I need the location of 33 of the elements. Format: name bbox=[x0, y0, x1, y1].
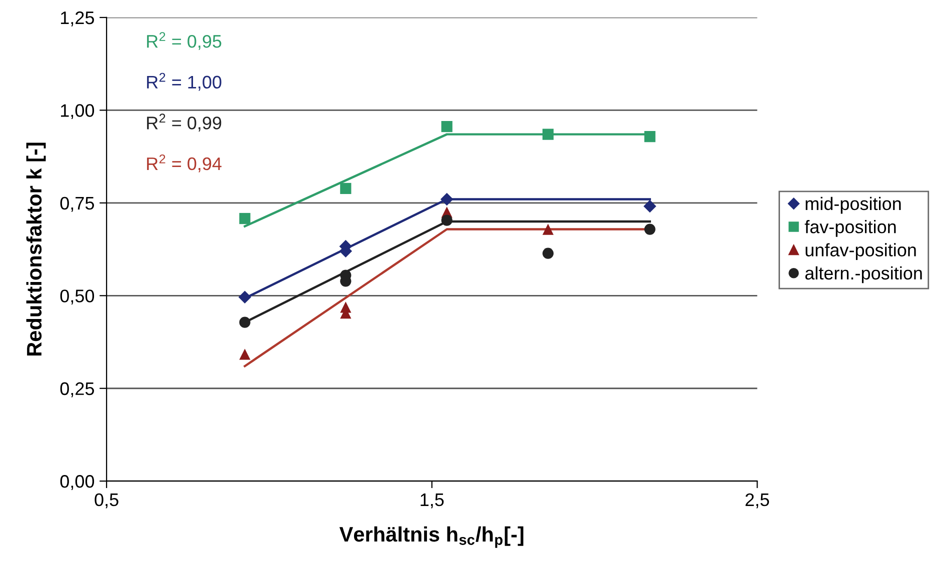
legend-label: altern.-position bbox=[805, 266, 922, 284]
y-tick-label: 1,25 bbox=[60, 11, 94, 26]
y-tick-label: 0,25 bbox=[60, 382, 94, 398]
x-tick-label: 1,5 bbox=[420, 494, 444, 508]
y-tick-label: 1,00 bbox=[60, 104, 94, 120]
point bbox=[542, 224, 554, 235]
legend-label: mid-position bbox=[806, 196, 901, 214]
point bbox=[644, 130, 656, 142]
annotation: R$^{2}$ = 0,99 bbox=[147, 114, 222, 132]
x-axis-title: Verhältnis h$_{sc}$/h$_{p}$[-] bbox=[339, 526, 524, 548]
point bbox=[542, 248, 554, 259]
point bbox=[643, 200, 656, 213]
point bbox=[440, 192, 454, 206]
annotation: R$^{2}$ = 1,00 bbox=[147, 72, 222, 91]
annotation: R$^{2}$ = 0,95 bbox=[147, 32, 222, 50]
y-tick-label: 0,75 bbox=[60, 196, 94, 212]
y-tick-label: 0,00 bbox=[60, 475, 94, 490]
point bbox=[542, 128, 554, 140]
point bbox=[644, 224, 656, 235]
point bbox=[441, 120, 452, 132]
legend-label: unfav-position bbox=[806, 243, 916, 260]
point bbox=[239, 316, 250, 328]
point bbox=[239, 212, 250, 224]
point bbox=[340, 182, 352, 194]
point bbox=[239, 348, 250, 360]
legend-label: fav-position bbox=[804, 220, 896, 237]
y-tick-label: 0,50 bbox=[60, 290, 94, 304]
point bbox=[441, 214, 452, 226]
x-tick-label: 0,5 bbox=[94, 493, 118, 508]
y-axis-title: Reduktionsfaktor k [-] bbox=[26, 142, 46, 356]
annotation: R$^{2}$ = 0,94 bbox=[147, 154, 222, 172]
point bbox=[238, 290, 252, 304]
x-tick-label: 2,5 bbox=[746, 493, 770, 508]
